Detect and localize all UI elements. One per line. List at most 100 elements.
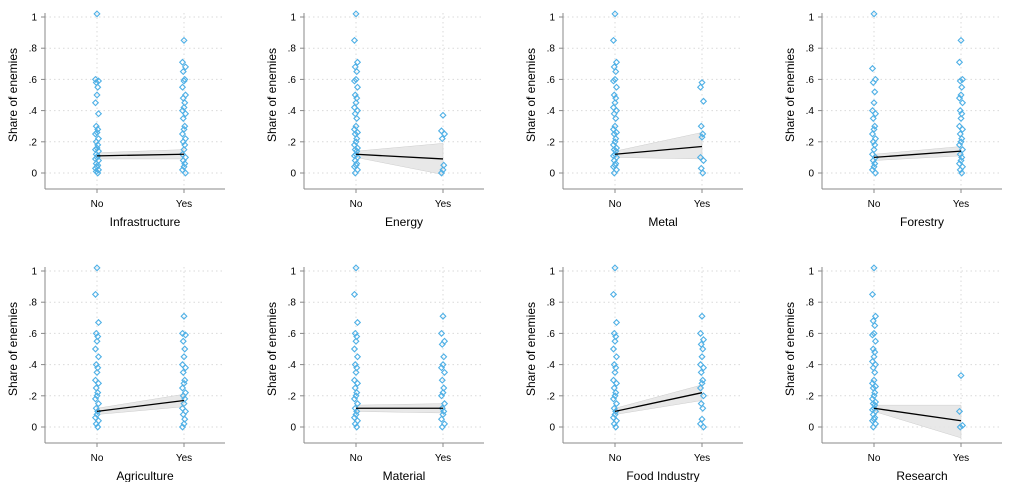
x-tick-label: No	[868, 453, 881, 464]
data-point	[352, 368, 360, 376]
data-point	[91, 395, 100, 403]
data-point	[611, 392, 619, 400]
data-point	[178, 329, 187, 337]
data-point	[181, 364, 190, 372]
data-point	[439, 312, 447, 320]
x-tick-label: No	[91, 199, 104, 210]
data-point	[93, 91, 101, 99]
y-tick-label: .2	[29, 137, 38, 148]
data-point	[93, 337, 101, 345]
x-axis-title: Research	[896, 469, 947, 482]
data-point	[179, 368, 187, 376]
data-point	[612, 353, 621, 361]
data-point	[352, 264, 360, 272]
y-tick-label: .8	[29, 44, 38, 55]
data-point	[440, 130, 449, 138]
x-tick-label: Yes	[694, 453, 710, 464]
data-point	[871, 169, 880, 177]
y-tick-label: .6	[547, 75, 556, 86]
y-tick-label: .4	[547, 106, 556, 117]
y-axis-title: Share of enemies	[6, 302, 20, 396]
data-point	[611, 368, 619, 376]
data-point	[955, 58, 964, 66]
data-point	[180, 103, 188, 112]
data-point	[868, 290, 877, 298]
data-point	[871, 122, 879, 130]
x-tick-label: Yes	[435, 453, 451, 464]
x-tick-label: No	[609, 453, 622, 464]
data-point	[870, 99, 878, 107]
data-point	[698, 353, 706, 361]
y-tick-label: .6	[806, 329, 815, 340]
data-point	[869, 345, 877, 353]
x-axis-title: Energy	[385, 215, 423, 229]
y-tick-label: 0	[290, 169, 296, 180]
data-point	[94, 110, 103, 118]
data-point	[612, 389, 620, 397]
x-tick-label: No	[350, 453, 363, 464]
data-point	[353, 135, 361, 143]
x-axis-title: Forestry	[900, 215, 944, 229]
data-point	[93, 392, 101, 400]
data-point	[871, 110, 880, 118]
data-point	[94, 379, 103, 387]
data-point	[437, 169, 446, 177]
data-point	[958, 153, 966, 161]
data-point	[351, 91, 359, 99]
data-point	[179, 392, 187, 400]
fit-line	[614, 145, 703, 155]
data-point	[180, 312, 188, 320]
data-point	[612, 379, 621, 387]
panel-metal: 0 .2 .4 .6 .8 1 No Yes Metal Share of enemies	[524, 10, 743, 229]
data-point	[957, 36, 965, 44]
data-point	[957, 91, 965, 99]
y-tick-label: 1	[31, 13, 37, 24]
data-point	[610, 329, 618, 337]
x-tick-label: Yes	[694, 199, 710, 210]
data-point	[93, 264, 101, 272]
data-point	[351, 420, 359, 428]
data-point	[699, 97, 708, 105]
y-tick-label: .4	[806, 360, 815, 371]
data-point	[94, 141, 102, 149]
data-point	[181, 160, 189, 168]
data-point	[612, 68, 620, 76]
data-point	[181, 122, 189, 130]
data-point	[179, 156, 187, 165]
data-point	[439, 111, 447, 119]
data-point	[437, 364, 446, 372]
data-point	[871, 160, 879, 168]
data-point	[179, 68, 187, 76]
data-point	[350, 395, 359, 403]
y-axis-title: Share of enemies	[265, 48, 279, 142]
y-tick-label: .2	[547, 137, 556, 148]
data-point	[957, 138, 965, 146]
data-point	[181, 75, 189, 83]
data-point	[610, 361, 618, 369]
data-point	[955, 141, 964, 149]
data-point	[91, 130, 100, 138]
y-tick-label: .6	[288, 75, 297, 86]
data-point	[91, 290, 100, 298]
data-point	[353, 68, 361, 76]
data-point	[870, 10, 878, 18]
data-point	[350, 77, 359, 85]
y-tick-label: .2	[547, 391, 556, 402]
data-point	[180, 36, 188, 44]
y-axis-title: Share of enemies	[265, 302, 279, 396]
data-point	[609, 345, 618, 353]
data-point	[438, 340, 446, 348]
data-point	[699, 392, 708, 400]
data-point	[91, 164, 100, 172]
x-tick-label: Yes	[176, 453, 192, 464]
data-point	[440, 407, 448, 415]
x-tick-label: No	[609, 199, 622, 210]
y-tick-label: .2	[288, 137, 297, 148]
data-point	[612, 423, 620, 431]
y-tick-label: 0	[549, 423, 555, 434]
x-axis-title: Metal	[648, 215, 677, 229]
data-point	[610, 420, 618, 428]
y-axis-title: Share of enemies	[783, 302, 797, 396]
data-point	[612, 58, 621, 66]
